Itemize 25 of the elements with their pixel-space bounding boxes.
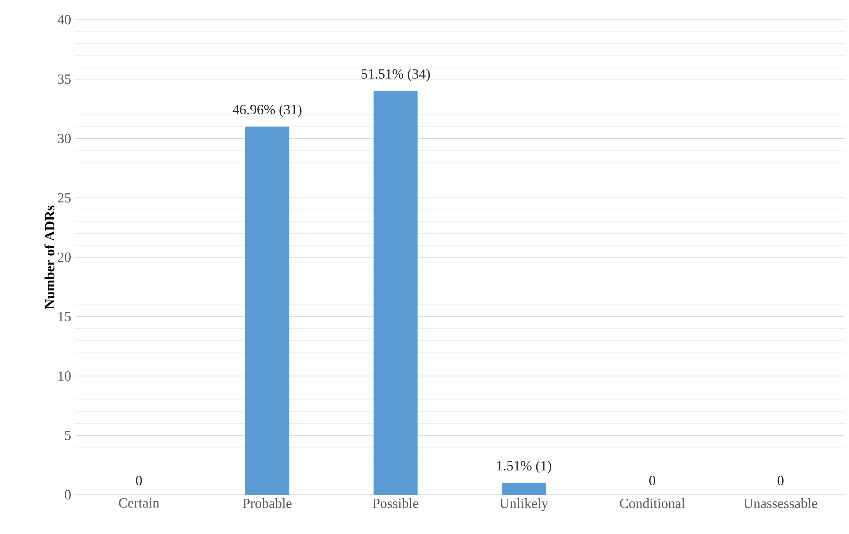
y-tick-label: 35 — [58, 74, 71, 84]
x-tick-label: Unassessable — [744, 498, 818, 508]
y-tick-label: 30 — [58, 134, 71, 144]
data-label: 0 — [136, 476, 142, 486]
x-tick-label: Conditional — [620, 498, 686, 508]
x-tick-label: Certain — [119, 498, 160, 508]
y-tick-label: 40 — [58, 15, 71, 25]
data-label: 1.51% (1) — [498, 460, 552, 474]
y-tick-label: 10 — [58, 372, 71, 381]
y-tick-label: 25 — [58, 193, 71, 203]
x-tick-label: Possible — [372, 498, 419, 508]
y-axis-title: Number of ADRs — [44, 206, 55, 310]
data-label: 0 — [650, 476, 656, 486]
data-label: 0 — [778, 476, 784, 486]
data-label: 51.51% (34) — [362, 69, 430, 82]
x-tick-label: Probable — [243, 498, 292, 508]
y-tick-label: 15 — [58, 312, 71, 322]
y-tick-label: 0 — [65, 490, 71, 500]
y-tick-label: 20 — [58, 252, 71, 262]
data-label: 46.96% (31) — [232, 104, 302, 118]
x-tick-label: Unlikely — [500, 498, 549, 512]
bar — [502, 483, 546, 495]
bar — [246, 126, 290, 495]
y-tick-label: 5 — [65, 430, 71, 440]
bar — [374, 91, 418, 495]
